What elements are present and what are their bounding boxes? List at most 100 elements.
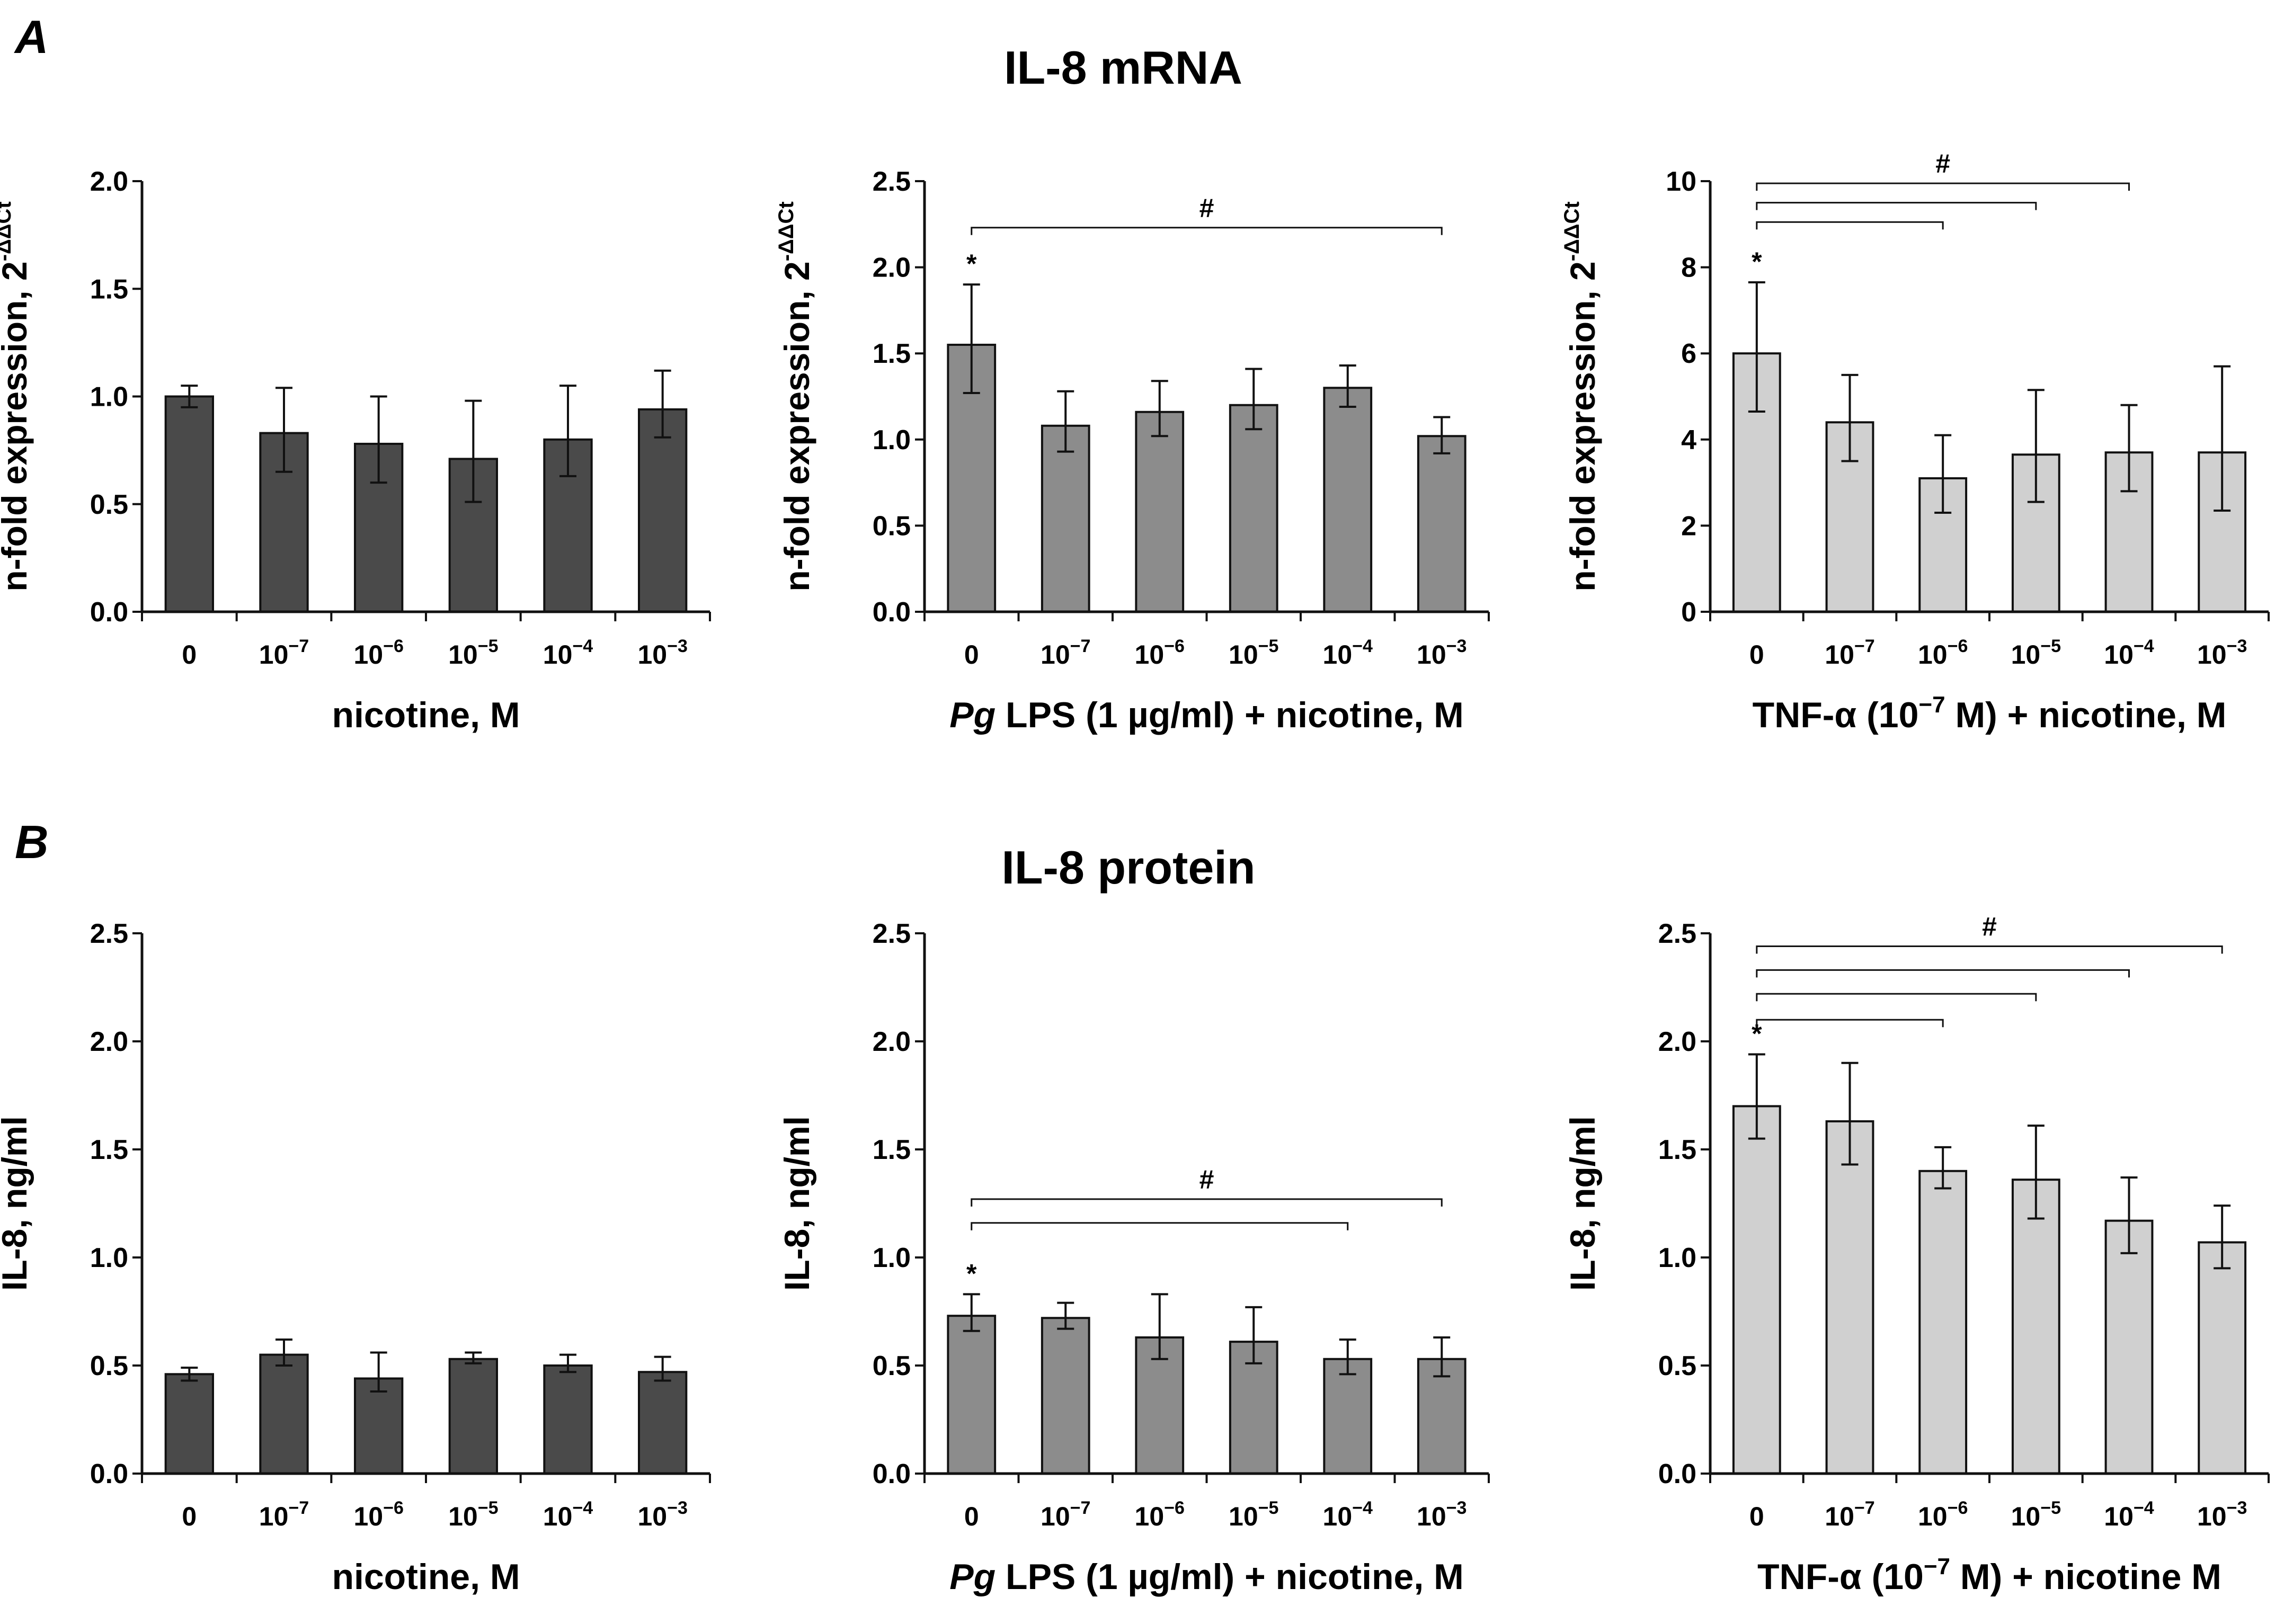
x-tick-base: 10 [543,1502,573,1531]
chart-panel-5: 0.00.51.01.52.02.50 10−7 10−6 10−5 10−4 10−3P… [777,918,1490,1597]
y-tick-label: 0.5 [90,1351,128,1381]
x-tick-label: 10−4 [2104,1498,2154,1531]
bar [947,1315,997,1475]
x-tick-exponent: −7 [1070,636,1091,656]
x-tick-base: 10 [353,640,383,670]
y-tick-label: 8 [1681,253,1696,283]
bar [1732,1105,1781,1475]
x-tick-label: 10−5 [1229,636,1278,670]
x-tick-exponent: −7 [288,636,309,656]
x-tick-exponent: −3 [1446,1498,1467,1518]
x-axis-label: Pg LPS (1 µg/ml) + nicotine, M [949,695,1464,735]
y-tick-label: 1.0 [873,1243,911,1273]
x-tick-label: 10−6 [1135,1498,1185,1531]
x-tick-label: 10−5 [2011,1498,2061,1531]
x-tick-exponent: −4 [1352,1498,1373,1518]
x-tick-exponent: −3 [2227,636,2247,656]
x-axis-label-text: LPS (1 µg/ml) + nicotine, M [996,1557,1464,1597]
significance-hash: # [1982,912,1997,941]
x-tick-base: 10 [2104,1502,2134,1531]
x-tick-base: 10 [448,640,478,670]
x-tick-label: 10−6 [353,1498,403,1531]
x-tick-label: 10−3 [637,636,687,670]
bar [1135,411,1185,613]
x-axis-label-text: LPS (1 µg/ml) + nicotine, M [996,695,1464,735]
y-tick-label: 0.0 [90,597,128,628]
x-tick-label: 10−7 [1041,1498,1090,1531]
bar [164,1373,214,1475]
x-tick-label: 10−7 [1825,636,1874,670]
y-tick-label: 2.0 [873,253,911,283]
significance-star: * [966,249,977,279]
significance-bracket [971,227,1443,235]
x-axis-label-tail: M) + nicotine, M [1945,695,2227,735]
x-tick-label: 0 [182,640,197,670]
significance-star: * [966,1259,977,1288]
x-axis-label-text: nicotine, M [332,695,520,735]
x-tick-exponent: −3 [667,636,688,656]
panel-letter-b: B [15,816,49,868]
x-axis-label-text: TNF-α (10 [1757,1557,1924,1597]
x-tick-base: 10 [1417,640,1446,670]
x-tick-base: 10 [1135,640,1165,670]
chart-panel-6: 0.00.51.01.52.02.50 10−7 10−6 10−5 10−4 10−3T… [1563,912,2270,1597]
x-tick-base: 10 [1918,640,1948,670]
x-tick-exponent: −6 [1948,636,1968,656]
y-axis-label: IL-8, ng/ml [1563,1116,1602,1291]
x-tick-base: 10 [637,640,667,670]
x-axis-label-italic: Pg [949,1557,996,1597]
x-tick-label: 10−6 [1918,1498,1968,1531]
significance-bracket [1756,993,2037,1002]
y-tick-label: 2.0 [90,166,128,197]
x-axis-label-tail: M) + nicotine M [1950,1557,2221,1597]
y-tick-label: 1.5 [1658,1135,1696,1165]
x-tick-base: 10 [1041,1502,1070,1531]
x-tick-base: 10 [1229,1502,1258,1531]
y-tick-label: 2.5 [873,918,911,949]
x-tick-label: 10−3 [2197,1498,2247,1531]
y-tick-label: 0.0 [873,1459,911,1489]
x-tick-label: 10−7 [1041,636,1090,670]
x-tick-exponent: −6 [383,1498,404,1518]
x-tick-label: 10−4 [2104,636,2154,670]
x-tick-exponent: −7 [1854,636,1875,656]
chart-panels: 0.00.51.01.52.00 10−7 10−6 10−5 10−4 10−3nico… [0,149,2270,1597]
x-tick-base: 10 [637,1502,667,1531]
x-tick-exponent: −4 [2134,1498,2154,1518]
y-tick-label: 1.0 [90,1243,128,1273]
x-tick-base: 10 [2104,640,2134,670]
bar [1323,1358,1373,1475]
x-tick-base: 10 [1417,1502,1446,1531]
significance-hash: # [1199,193,1214,223]
bar [164,395,214,613]
bar [448,1358,499,1475]
x-tick-exponent: −6 [1948,1498,1968,1518]
x-tick-label: 0 [964,640,979,670]
y-axis-label: IL-8, ng/ml [777,1116,816,1291]
y-tick-label: 0 [1681,597,1696,628]
y-tick-label: 4 [1681,425,1696,456]
significance-bracket [1756,221,1944,230]
significance-bracket [971,1198,1443,1207]
x-tick-exponent: −7 [1854,1498,1875,1518]
x-tick-base: 10 [2197,640,2227,670]
significance-bracket [1756,202,2037,210]
x-tick-label: 10−6 [353,636,403,670]
y-axis-label-sup: -ΔΔCt [0,201,15,261]
y-tick-label: 2.5 [1658,918,1696,949]
y-tick-label: 2.0 [90,1027,128,1057]
bar [1918,477,1968,613]
y-tick-label: 0.0 [90,1459,128,1489]
x-tick-exponent: −5 [2040,636,2061,656]
x-axis-label: TNF-α (10−7 M) + nicotine, M [1753,692,2227,735]
x-tick-base: 10 [2011,640,2041,670]
y-tick-label: 0.5 [873,1351,911,1381]
x-tick-exponent: −3 [667,1498,688,1518]
bar [1918,1170,1968,1475]
bar [354,1377,404,1475]
y-tick-label: 1.5 [90,1135,128,1165]
bar [1417,435,1467,613]
bar [1229,404,1278,613]
x-tick-exponent: −3 [2227,1498,2247,1518]
